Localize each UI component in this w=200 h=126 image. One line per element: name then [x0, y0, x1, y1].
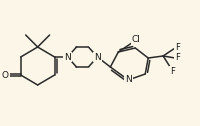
Text: N: N: [94, 53, 101, 61]
Text: F: F: [170, 67, 175, 76]
Text: N: N: [125, 75, 132, 85]
Text: Cl: Cl: [132, 36, 141, 44]
Text: O: O: [2, 71, 9, 80]
Text: F: F: [175, 43, 180, 53]
Text: N: N: [64, 53, 71, 61]
Text: F: F: [175, 54, 180, 62]
